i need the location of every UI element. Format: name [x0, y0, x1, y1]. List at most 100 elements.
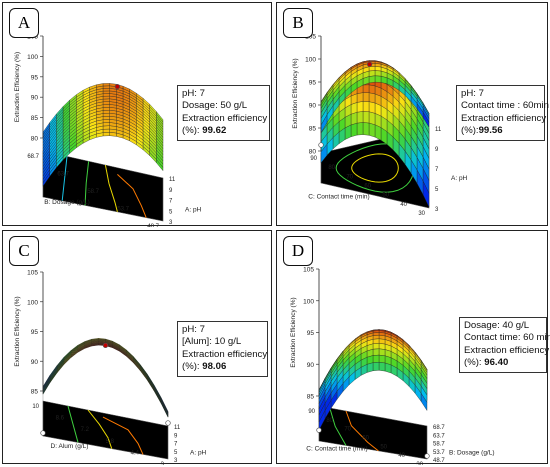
surface-mesh — [42, 83, 164, 187]
surface-cell — [368, 70, 376, 77]
surface-cell — [362, 122, 370, 136]
optimum-value: 99.62 — [202, 125, 227, 137]
y-tick-label: 50 — [382, 193, 389, 199]
x-axis-label: A: pH — [185, 207, 202, 214]
x-tick-label: 9 — [169, 188, 173, 194]
z-tick-label: 90 — [31, 359, 39, 366]
surface-mesh — [320, 60, 430, 208]
surface-cell — [362, 101, 370, 112]
surface-cell — [368, 101, 376, 114]
surface-cell — [374, 66, 382, 72]
surface-cell — [368, 122, 376, 138]
panel-letter: B — [283, 8, 313, 38]
surface-plot-d-canvas: 85 90 95 100 105 Extraction Efficiency (%) 48.… — [290, 267, 495, 466]
surface-cell — [362, 111, 370, 124]
optimum-line-3: Extraction efficiency — [182, 348, 268, 360]
design-point-marker — [316, 427, 322, 433]
x-tick-label: 11 — [174, 425, 181, 431]
optimum-line-2: Contact time: 60 min — [464, 332, 550, 344]
surface-cell — [372, 362, 380, 371]
surface-cell — [102, 132, 110, 137]
y-tick-label: 63.7 — [57, 172, 69, 178]
surface-cell — [356, 92, 364, 103]
surface-mesh — [42, 338, 169, 418]
z-tick-label: 100 — [27, 299, 38, 306]
surface-cell — [102, 122, 110, 127]
z-tick-label: 80 — [309, 149, 317, 156]
design-point-marker — [102, 342, 109, 348]
z-tick-label: 85 — [31, 389, 39, 396]
surface-cell — [102, 101, 110, 105]
optimum-line-3: Extraction efficiency — [182, 112, 268, 124]
surface-cell — [372, 338, 380, 344]
x-tick-label: 3 — [174, 458, 178, 464]
x-axis-label: A: pH — [190, 450, 207, 457]
surface-cell — [102, 98, 110, 102]
surface-cell — [366, 362, 374, 373]
contour-line — [84, 161, 90, 206]
surface-plot-d: 85 90 95 100 105 Extraction Efficiency (%) 48.… — [276, 230, 550, 466]
surface-cell — [318, 410, 326, 431]
z-tick-label: 95 — [31, 329, 39, 336]
z-tick-label: 90 — [307, 362, 315, 369]
z-axis-label: Extraction Efficiency (%) — [292, 58, 299, 128]
optimum-box: pH: 7 Dosage: 50 g/L Extraction efficien… — [177, 85, 270, 141]
x-tick-label: 68.7 — [433, 425, 445, 431]
optimum-box: pH: 7 [Alum]: 10 g/L Extraction efficien… — [177, 321, 268, 377]
contour-line — [61, 156, 68, 201]
design-point-marker — [114, 84, 121, 90]
x-tick-label: 5 — [174, 450, 178, 456]
surface-cell — [384, 362, 392, 374]
optimum-line-1: pH: 7 — [461, 88, 484, 99]
surface-cell — [368, 111, 376, 125]
design-point-marker — [165, 420, 171, 426]
surface-cell — [368, 66, 376, 72]
y-tick-label: 40 — [398, 453, 405, 459]
surface-cell — [372, 335, 380, 340]
x-tick-label: 5 — [169, 209, 173, 215]
contour-line — [102, 416, 144, 455]
surface-cell — [102, 90, 110, 94]
optimum-value: 98.06 — [202, 361, 227, 373]
x-tick-label: 9 — [435, 147, 439, 153]
x-tick-label: 63.7 — [433, 433, 445, 439]
contour-line — [329, 407, 347, 446]
surface-cell — [102, 113, 110, 117]
optimum-value: 99.56 — [478, 125, 503, 137]
design-point-marker — [318, 142, 324, 148]
y-tick-label: 70 — [344, 427, 351, 433]
surface-cell — [102, 95, 110, 100]
x-tick-label: 58.7 — [433, 442, 445, 448]
surface-cell — [102, 107, 110, 111]
y-tick-label: 30 — [416, 462, 423, 465]
optimum-line-3: Extraction efficiency — [461, 112, 547, 124]
optimum-line-1: Dosage: 40 g/L — [464, 320, 530, 331]
y-tick-label: 4.4 — [131, 450, 140, 456]
optimum-value: 96.40 — [484, 357, 509, 369]
surface-cell — [102, 116, 110, 120]
surface-cell — [378, 354, 386, 364]
x-tick-label: 11 — [169, 177, 176, 183]
x-tick-label: 7 — [174, 442, 178, 448]
optimum-value-prefix: (%): — [182, 125, 200, 137]
x-tick-label: 5 — [435, 187, 439, 193]
y-tick-label: 70 — [346, 174, 353, 180]
z-tick-label: 85 — [307, 394, 315, 401]
surface-cell — [368, 92, 376, 104]
contour-line — [67, 405, 79, 443]
surface-cell — [102, 85, 110, 89]
optimum-value-prefix: (%): — [461, 125, 479, 137]
surface-cell — [378, 362, 386, 372]
optimum-line-1: pH: 7 — [182, 324, 205, 335]
y-tick-label: 8.6 — [56, 416, 65, 422]
z-tick-label: 95 — [307, 330, 315, 337]
panel-letter: C — [9, 236, 39, 266]
surface-plot-c: 85 90 95 100 105 Extraction Efficiency (%) 3 5 7… — [2, 230, 272, 465]
y-tick-label: 48.7 — [147, 224, 159, 227]
x-tick-label: 53.7 — [433, 450, 445, 456]
y-tick-label: 80 — [328, 165, 335, 171]
z-tick-label: 105 — [305, 34, 316, 41]
x-tick-label: 11 — [435, 127, 442, 133]
